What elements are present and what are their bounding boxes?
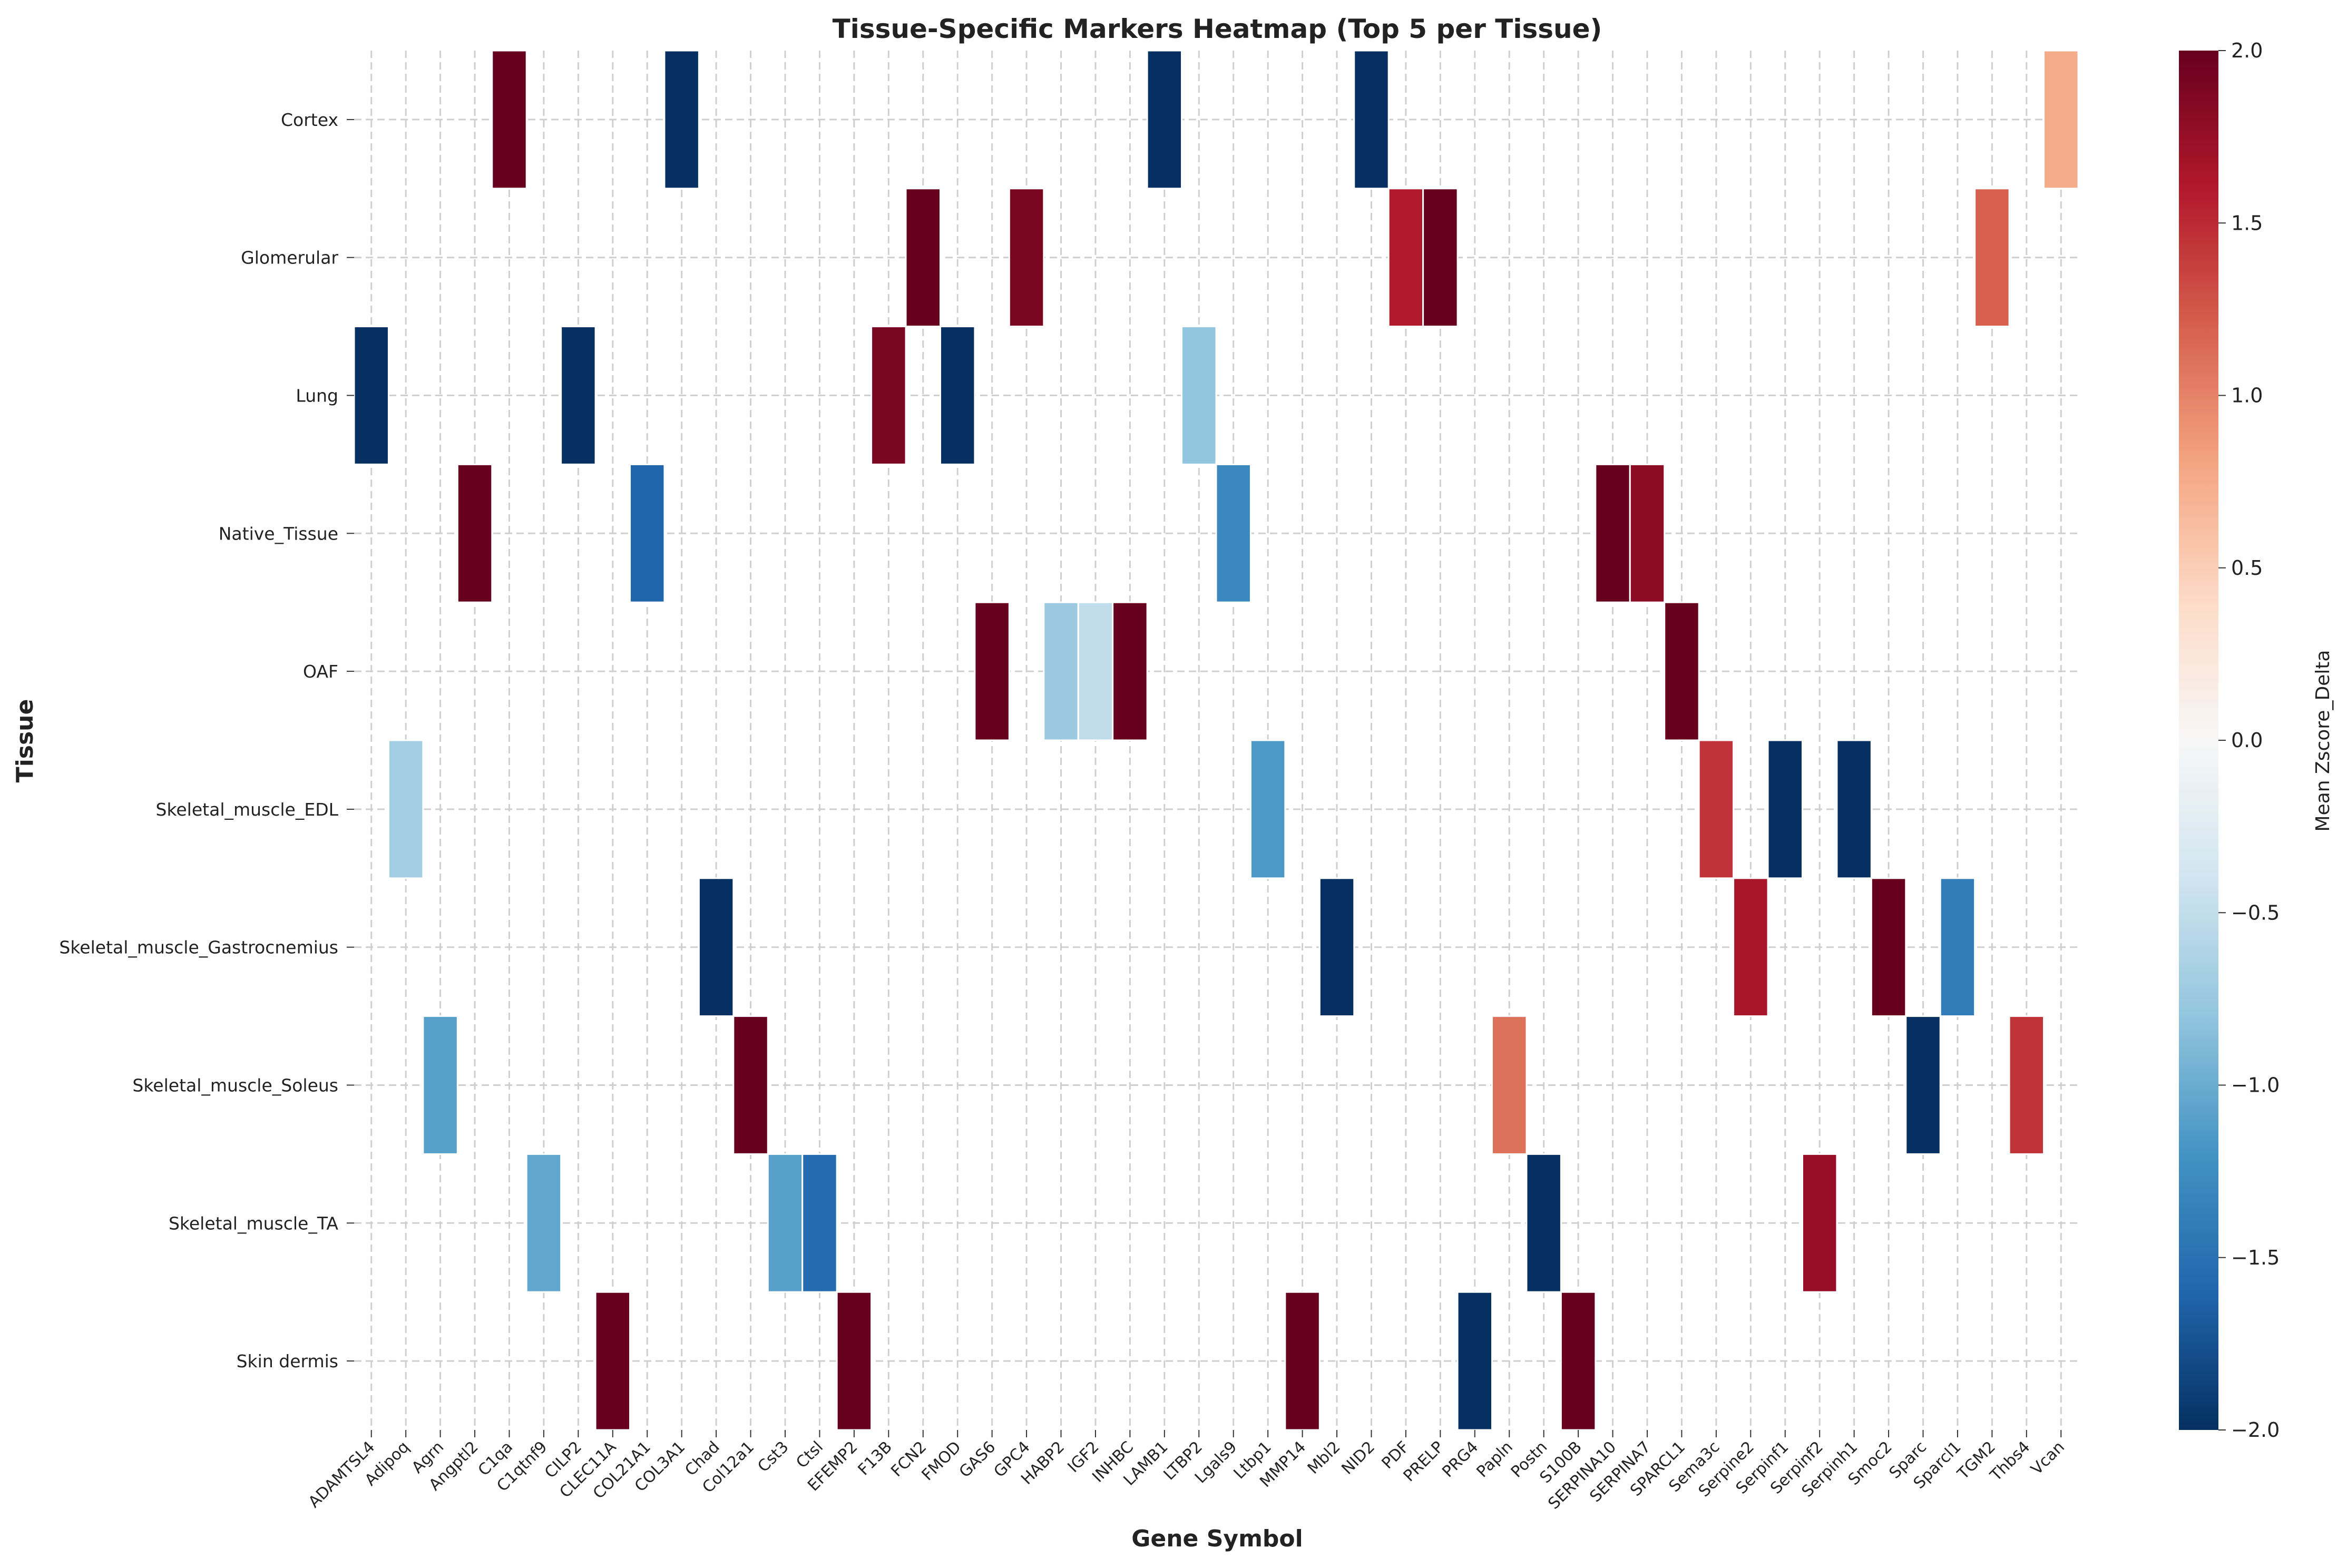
y-tick-label-glomerular: Glomerular xyxy=(241,248,338,268)
colorbar: −2.0 −1.5 −1.0 −0.5 0.0 0.5 1.0 1.5 2.0 xyxy=(2179,39,2280,1442)
heatmap-cell-skeletal-muscle-gastrocnemius-chad xyxy=(698,877,735,1017)
y-tick-label-skeletal-muscle-ta: Skeletal_muscle_TA xyxy=(169,1213,338,1233)
heatmap-cell-oaf-inhbc xyxy=(1112,601,1148,741)
heatmap-cell-skeletal-muscle-ta-ctsl xyxy=(801,1153,838,1293)
heatmap-cell-skeletal-muscle-soleus-col12a1 xyxy=(732,1015,769,1155)
colorbar-tick-label: −0.5 xyxy=(2231,901,2280,924)
heatmap-cell-native-tissue-serpina7 xyxy=(1629,463,1666,603)
x-tick-label-f13b: F13B xyxy=(854,1438,895,1479)
y-tick-label-native-tissue: Native_Tissue xyxy=(219,523,338,544)
heatmap-cell-glomerular-gpc4 xyxy=(1008,188,1045,328)
heatmap-cell-skeletal-muscle-ta-cst3 xyxy=(767,1153,804,1293)
heatmap-cell-skeletal-muscle-ta-c1qtnf9 xyxy=(525,1153,562,1293)
heatmap-cell-cortex-c1qa xyxy=(491,50,527,190)
heatmap-cell-glomerular-pdf xyxy=(1387,188,1424,328)
heatmap-cell-skeletal-muscle-soleus-sparc xyxy=(1905,1015,1941,1155)
heatmap-cell-cortex-col3a1 xyxy=(663,50,700,190)
heatmap-cell-skeletal-muscle-gastrocnemius-serpine2 xyxy=(1733,877,1769,1017)
heatmap-cell-skeletal-muscle-ta-postn xyxy=(1525,1153,1562,1293)
colorbar-tick-label: −2.0 xyxy=(2231,1418,2280,1442)
heatmap-cell-skeletal-muscle-soleus-agrn xyxy=(422,1015,458,1155)
x-tick-label-prg4: PRG4 xyxy=(1439,1438,1482,1481)
heatmap-cell-skin-dermis-efemp2 xyxy=(836,1291,873,1431)
heatmap-cell-skeletal-muscle-gastrocnemius-sparcl1 xyxy=(1939,877,1976,1017)
x-tick-label-papln: Papln xyxy=(1473,1438,1516,1481)
x-tick-label-nid2: NID2 xyxy=(1338,1438,1378,1478)
heatmap-cell-glomerular-tgm2 xyxy=(1974,188,2010,328)
heatmap-cell-skeletal-muscle-edl-sema3c xyxy=(1698,739,1735,879)
x-tick-label-gas6: GAS6 xyxy=(956,1438,1000,1482)
x-tick-label-thbs4: Thbs4 xyxy=(1987,1438,2034,1485)
heatmap-cell-skeletal-muscle-edl-serpinf1 xyxy=(1767,739,1803,879)
heatmap-cell-skin-dermis-s100b xyxy=(1560,1291,1597,1431)
heatmap-cell-native-tissue-col21a1 xyxy=(629,463,666,603)
colorbar-tick-label: 1.5 xyxy=(2231,211,2263,234)
x-tick-label-fmod: FMOD xyxy=(918,1438,965,1484)
y-tick-label-lung: Lung xyxy=(296,386,338,406)
y-tick-label-skin-dermis: Skin dermis xyxy=(237,1351,338,1371)
colorbar-gradient xyxy=(2179,51,2218,1430)
heatmap-cell-lung-ltbp2 xyxy=(1181,326,1217,465)
heatmap-cell-skin-dermis-clec11a xyxy=(594,1291,631,1431)
plot-area: Cortex Glomerular Lung Native_Tissue OAF Skel… xyxy=(59,50,2079,1513)
heatmap-cell-skeletal-muscle-soleus-papln xyxy=(1491,1015,1528,1155)
heatmap-cell-skeletal-muscle-gastrocnemius-smoc2 xyxy=(1870,877,1907,1017)
heatmap-cell-skin-dermis-prg4 xyxy=(1456,1291,1493,1431)
heatmap-cell-native-tissue-angptl2 xyxy=(456,463,493,603)
heatmap-cell-skeletal-muscle-soleus-thbs4 xyxy=(2008,1015,2045,1155)
heatmap-cell-native-tissue-serpina10 xyxy=(1595,463,1631,603)
chart-title: Tissue-Specific Markers Heatmap (Top 5 p… xyxy=(833,14,1602,44)
y-axis-label: Tissue xyxy=(12,699,38,783)
x-tick-label-vcan: Vcan xyxy=(2028,1438,2068,1478)
x-tick-label-mbl2: Mbl2 xyxy=(1304,1438,1344,1478)
heatmap-cell-skeletal-muscle-ta-serpinf2 xyxy=(1801,1153,1838,1293)
heatmap-cell-skeletal-muscle-edl-adipoq xyxy=(387,739,424,879)
heatmap-cell-glomerular-fcn2 xyxy=(905,188,941,328)
heatmap-cell-lung-cilp2 xyxy=(560,326,596,465)
heatmap-cell-cortex-vcan xyxy=(2043,50,2079,190)
heatmap-cell-cortex-nid2 xyxy=(1353,50,1390,190)
heatmap-cell-lung-fmod xyxy=(939,326,976,465)
x-axis-label: Gene Symbol xyxy=(1131,1525,1303,1552)
heatmap-cell-cortex-lamb1 xyxy=(1146,50,1183,190)
heatmap-cell-skeletal-muscle-edl-ltbp1 xyxy=(1249,739,1286,879)
y-tick-label-skeletal-muscle-edl: Skeletal_muscle_EDL xyxy=(156,799,339,820)
heatmap-cell-lung-f13b xyxy=(871,326,907,465)
colorbar-tick-label: 2.0 xyxy=(2231,39,2263,62)
colorbar-tick-label: 1.0 xyxy=(2231,384,2263,407)
heatmap-cell-native-tissue-lgals9 xyxy=(1215,463,1251,603)
heatmap-cell-oaf-sparcl1 xyxy=(1664,601,1700,741)
heatmap-cell-lung-adamtsl4 xyxy=(353,326,389,465)
heatmap-cell-oaf-habp2 xyxy=(1043,601,1079,741)
heatmap-cell-skin-dermis-mmp14 xyxy=(1284,1291,1321,1431)
y-tick-label-cortex: Cortex xyxy=(281,110,338,130)
y-tick-label-oaf: OAF xyxy=(303,661,338,682)
colorbar-tick-label: 0.0 xyxy=(2231,729,2263,752)
colorbar-label: Mean Zscore_Delta xyxy=(2312,650,2334,832)
y-tick-label-skeletal-muscle-soleus: Skeletal_muscle_Soleus xyxy=(132,1075,338,1096)
colorbar-tick-label: −1.5 xyxy=(2231,1246,2280,1269)
heatmap-cell-glomerular-prelp xyxy=(1422,188,1459,328)
heatmap-cell-skeletal-muscle-gastrocnemius-mbl2 xyxy=(1318,877,1355,1017)
heatmap-cell-oaf-gas6 xyxy=(974,601,1010,741)
heatmap-cell-oaf-igf2 xyxy=(1077,601,1114,741)
heatmap-cell-skeletal-muscle-edl-serpinh1 xyxy=(1836,739,1872,879)
x-tick-label-cst3: Cst3 xyxy=(754,1438,792,1476)
colorbar-tick-label: −1.0 xyxy=(2231,1074,2280,1097)
colorbar-tick-label: 0.5 xyxy=(2231,556,2263,580)
y-tick-label-skeletal-muscle-gastrocnemius: Skeletal_muscle_Gastrocnemius xyxy=(59,937,338,958)
